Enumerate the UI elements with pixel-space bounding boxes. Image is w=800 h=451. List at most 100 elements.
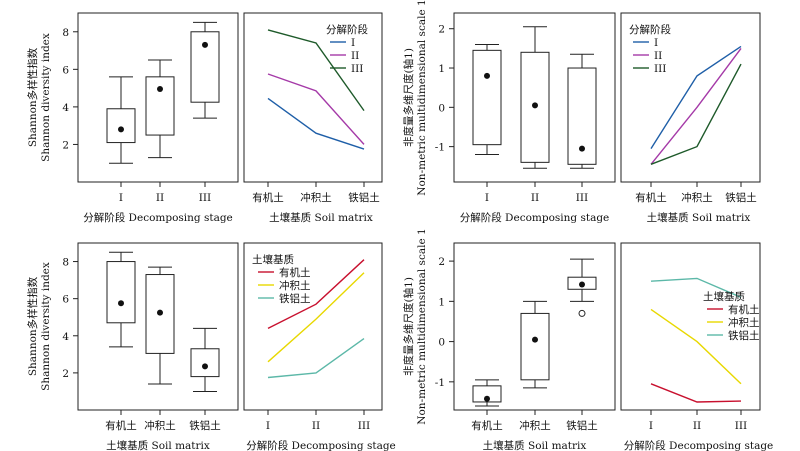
box-1 xyxy=(472,43,502,155)
y-tick-label: -1 xyxy=(435,142,445,154)
series-line-2 xyxy=(267,272,365,363)
x-tick-label: 有机土 xyxy=(471,419,503,432)
box-3 xyxy=(190,327,220,392)
x-tick-label: 冲积土 xyxy=(681,191,713,204)
y-tick-label: 0 xyxy=(438,102,445,114)
y-axis-label-en: Non-metric multidimensional scale 1 xyxy=(416,228,428,424)
box-1 xyxy=(106,251,136,348)
plot-frame xyxy=(243,242,383,411)
x-tick-label: II xyxy=(531,192,539,204)
x-tick-label: 有机土 xyxy=(252,191,284,204)
x-axis-label: 分解阶段 Decomposing stage xyxy=(246,439,396,451)
series-line-1 xyxy=(267,259,365,330)
plot-frame xyxy=(620,12,761,183)
legend-entry: 冲积土 xyxy=(279,279,311,292)
legend-entry: 有机土 xyxy=(279,266,311,279)
box-2 xyxy=(145,266,175,385)
iqr-box xyxy=(145,274,175,354)
box-2 xyxy=(145,59,175,159)
series-line-3 xyxy=(267,29,365,112)
x-axis-label: 土壤基质 Soil matrix xyxy=(106,439,210,451)
x-tick-label: II xyxy=(312,420,320,432)
y-axis-label-en: Non-metric multidimensional scale 1 xyxy=(416,0,428,196)
iqr-box xyxy=(145,76,175,136)
outlier-point xyxy=(578,309,586,317)
iqr-box xyxy=(567,67,597,165)
x-tick-label: 铁铝土 xyxy=(725,191,757,204)
x-tick-label: II xyxy=(156,192,164,204)
mean-point xyxy=(118,300,124,307)
x-tick-label: III xyxy=(576,192,588,204)
box-3 xyxy=(567,53,597,169)
y-tick-label: 2 xyxy=(438,256,445,268)
legend-entry: 铁铝土 xyxy=(728,329,760,342)
legend-title: 分解阶段 xyxy=(629,23,671,36)
legend-entry: I xyxy=(654,37,658,49)
x-tick-label: 冲积土 xyxy=(144,419,176,432)
y-axis-label-cn: 非度量多维尺度(轴1) xyxy=(402,48,415,147)
box-2 xyxy=(520,26,550,169)
mean-point xyxy=(579,145,585,152)
legend-entry: 冲积土 xyxy=(728,316,760,329)
x-tick-label: I xyxy=(649,420,653,432)
y-axis-label-cn: Shannon多样性指数 xyxy=(26,276,39,376)
x-tick-label: 有机土 xyxy=(635,191,667,204)
legend-entry: 有机土 xyxy=(728,303,760,316)
series-line-1 xyxy=(650,45,742,149)
box-3 xyxy=(567,258,597,317)
x-tick-label: 有机土 xyxy=(105,419,137,432)
x-tick-label: III xyxy=(358,420,370,432)
mean-point xyxy=(532,336,538,343)
mean-point xyxy=(202,363,208,370)
x-tick-label: I xyxy=(485,192,489,204)
plot-frame xyxy=(620,242,761,411)
x-tick-label: 冲积土 xyxy=(300,191,332,204)
legend-entry: II xyxy=(654,50,662,62)
y-tick-label: 1 xyxy=(438,63,445,75)
plot-frame xyxy=(77,242,239,411)
mean-point xyxy=(484,395,490,402)
legend-title: 分解阶段 xyxy=(326,23,368,36)
box-3 xyxy=(190,21,220,119)
y-tick-label: 6 xyxy=(62,294,69,306)
y-tick-label: 4 xyxy=(62,102,69,114)
legend-entry: III xyxy=(654,63,666,75)
y-tick-label: 8 xyxy=(62,257,69,269)
series-line-3 xyxy=(267,338,365,379)
x-tick-label: III xyxy=(735,420,747,432)
y-tick-label: 1 xyxy=(438,296,445,308)
legend-entry: II xyxy=(351,50,359,62)
x-tick-label: 铁铝土 xyxy=(189,419,221,432)
mean-point xyxy=(202,41,208,48)
iqr-box xyxy=(472,385,502,403)
y-tick-label: 2 xyxy=(62,139,69,151)
series-line-3 xyxy=(650,277,742,298)
iqr-box xyxy=(106,108,136,144)
x-tick-label: 铁铝土 xyxy=(566,419,598,432)
x-tick-label: 冲积土 xyxy=(519,419,551,432)
mean-point xyxy=(157,309,163,316)
iqr-box xyxy=(106,261,136,324)
legend-title: 土壤基质 xyxy=(703,290,745,303)
x-axis-label: 分解阶段 Decomposing stage xyxy=(83,211,233,224)
x-axis-label: 分解阶段 Decomposing stage xyxy=(460,211,610,224)
y-axis-label-cn: Shannon多样性指数 xyxy=(26,47,39,147)
series-line-2 xyxy=(650,47,742,165)
legend-title: 土壤基质 xyxy=(252,253,294,266)
y-tick-label: 2 xyxy=(438,24,445,36)
y-axis-label-en: Shannon diversity index xyxy=(40,262,52,391)
y-tick-label: -1 xyxy=(435,377,445,389)
series-line-2 xyxy=(267,73,365,145)
y-tick-label: 0 xyxy=(438,337,445,349)
x-axis-label: 分解阶段 Decomposing stage xyxy=(624,439,774,451)
